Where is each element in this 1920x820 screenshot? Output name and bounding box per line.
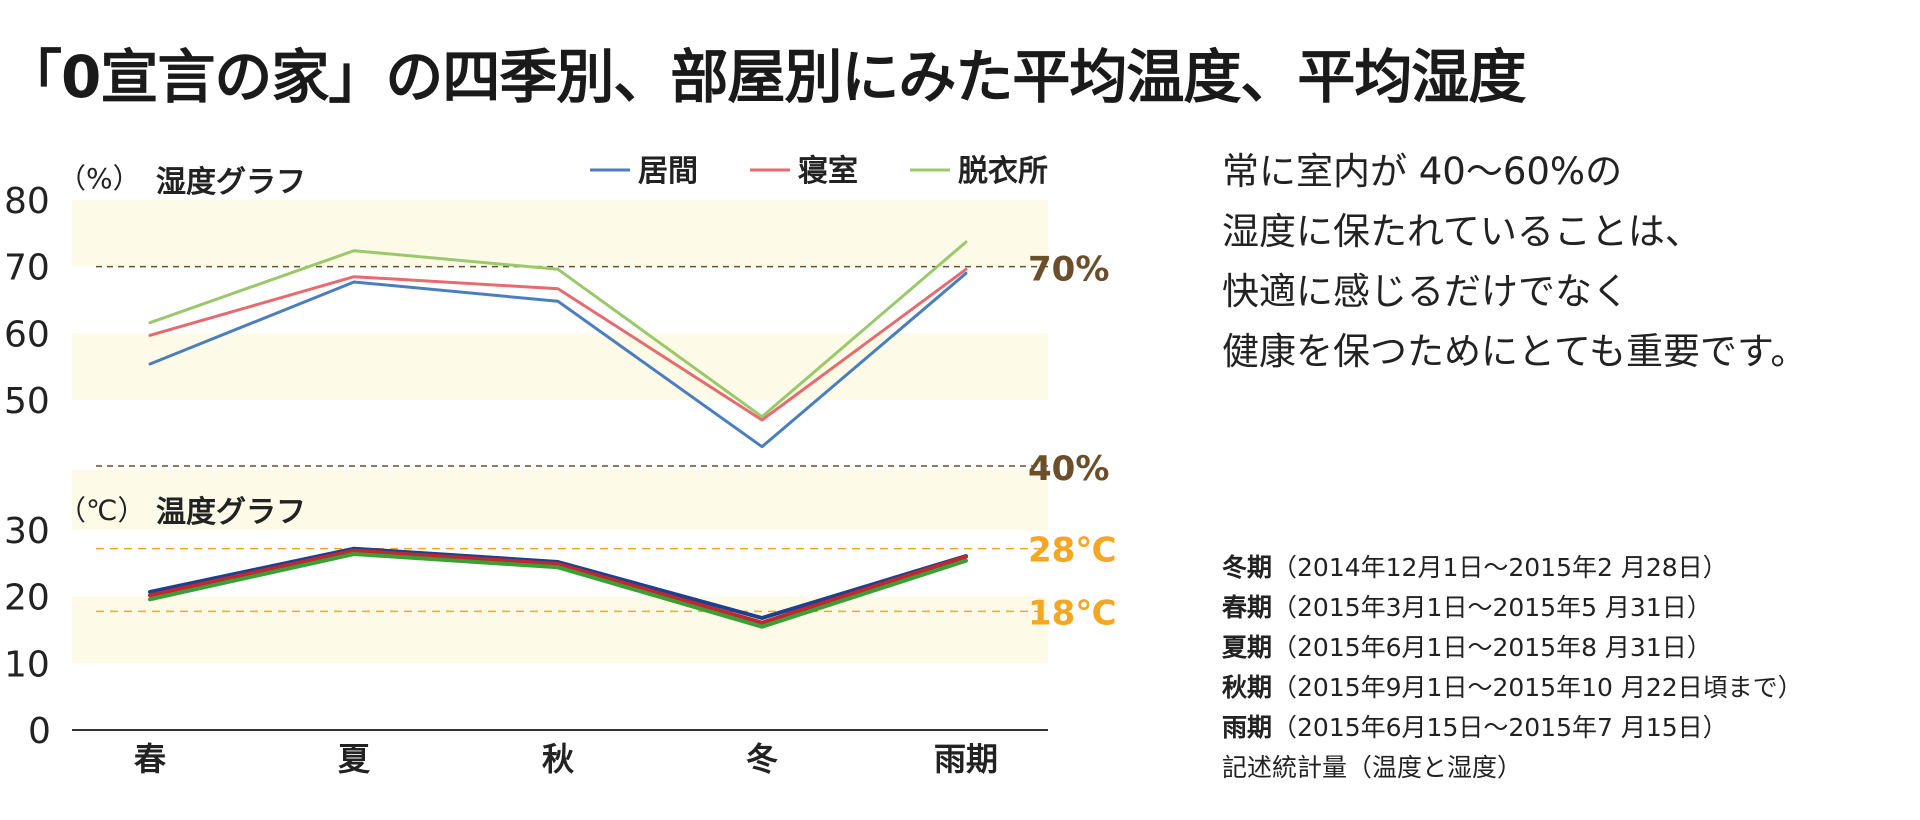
reference-label: 18℃ — [1028, 593, 1117, 633]
period-range: （2015年6月1日～2015年8 月31日） — [1272, 633, 1712, 662]
background-band — [72, 596, 1048, 664]
period-label: 春期 — [1222, 593, 1273, 622]
period-item: 雨期（2015年6月15日～2015年7 月15日） — [1222, 708, 1803, 748]
note: 常に室内が 40～60%の 湿度に保たれていることは、 快適に感じるだけでなく … — [1222, 142, 1807, 382]
chart: 50 60 70 80 0 10 20 30 春 夏 秋 冬 雨期 （%） 湿度グラフ （℃） 温度グラフ 居間 寝… — [4, 154, 1117, 778]
unit-label: （%） — [58, 162, 141, 195]
x-tick-label: 冬 — [746, 740, 778, 778]
y-tick-label: 20 — [4, 578, 50, 619]
note-line: 健康を保つためにとても重要です。 — [1222, 330, 1808, 373]
period-item: 夏期（2015年6月1日～2015年8 月31日） — [1222, 628, 1803, 668]
period-item: 春期（2015年3月1日～2015年5 月31日） — [1222, 588, 1803, 628]
x-tick-label: 春 — [134, 740, 166, 778]
legend-label: 脱衣所 — [958, 154, 1048, 189]
period-range: （2014年12月1日～2015年2 月28日） — [1272, 553, 1728, 582]
series-line — [148, 240, 968, 419]
period-label: 夏期 — [1222, 633, 1273, 662]
reference-label: 28℃ — [1028, 531, 1117, 571]
y-tick-label: 50 — [4, 381, 50, 422]
reference-label: 40% — [1028, 449, 1109, 489]
note-line: 湿度に保たれていることは、 — [1222, 210, 1702, 253]
legend-label: 居間 — [638, 154, 698, 189]
series-line — [148, 267, 968, 422]
legend-label: 寝室 — [798, 154, 858, 189]
reference-label: 70% — [1028, 250, 1109, 290]
period-item: 冬期（2014年12月1日～2015年2 月28日） — [1222, 548, 1803, 588]
y-tick-label: 70 — [4, 248, 50, 289]
footnote: 記述統計量（温度と湿度） — [1222, 753, 1523, 782]
unit-label: （℃） — [58, 494, 145, 527]
x-tick-label: 雨期 — [934, 740, 998, 778]
period-range: （2015年6月15日～2015年7 月15日） — [1272, 713, 1728, 742]
background-band — [72, 470, 1048, 530]
x-tick-label: 秋 — [542, 740, 574, 778]
y-tick-label: 60 — [4, 314, 50, 355]
background-band — [72, 200, 1048, 267]
y-tick-label: 0 — [28, 711, 51, 752]
background-band — [72, 333, 1048, 400]
graph-title: 温度グラフ — [156, 495, 306, 530]
period-label: 雨期 — [1222, 713, 1273, 742]
period-label: 冬期 — [1222, 553, 1273, 582]
period-range: （2015年9月1日～2015年10 月22日頃まで） — [1272, 673, 1803, 702]
series-line — [148, 271, 968, 449]
note-line: 常に室内が 40～60%の — [1222, 150, 1623, 193]
page-title: 「0宣言の家」の四季別、部屋別にみた平均温度、平均湿度 — [4, 43, 1526, 111]
period-list: 冬期（2014年12月1日～2015年2 月28日） 春期（2015年3月1日～… — [1222, 548, 1803, 788]
period-range: （2015年3月1日～2015年5 月31日） — [1272, 593, 1712, 622]
y-tick-label: 10 — [4, 644, 50, 685]
series-line — [148, 552, 968, 629]
graph-title: 湿度グラフ — [156, 165, 306, 200]
y-tick-label: 30 — [4, 511, 50, 552]
x-tick-label: 夏 — [338, 740, 371, 778]
y-tick-label: 80 — [4, 181, 50, 222]
period-label: 秋期 — [1222, 673, 1273, 702]
series-line — [148, 548, 968, 625]
period-item: 秋期（2015年9月1日～2015年10 月22日頃まで） — [1222, 668, 1803, 708]
note-line: 快適に感じるだけでなく — [1222, 270, 1629, 313]
